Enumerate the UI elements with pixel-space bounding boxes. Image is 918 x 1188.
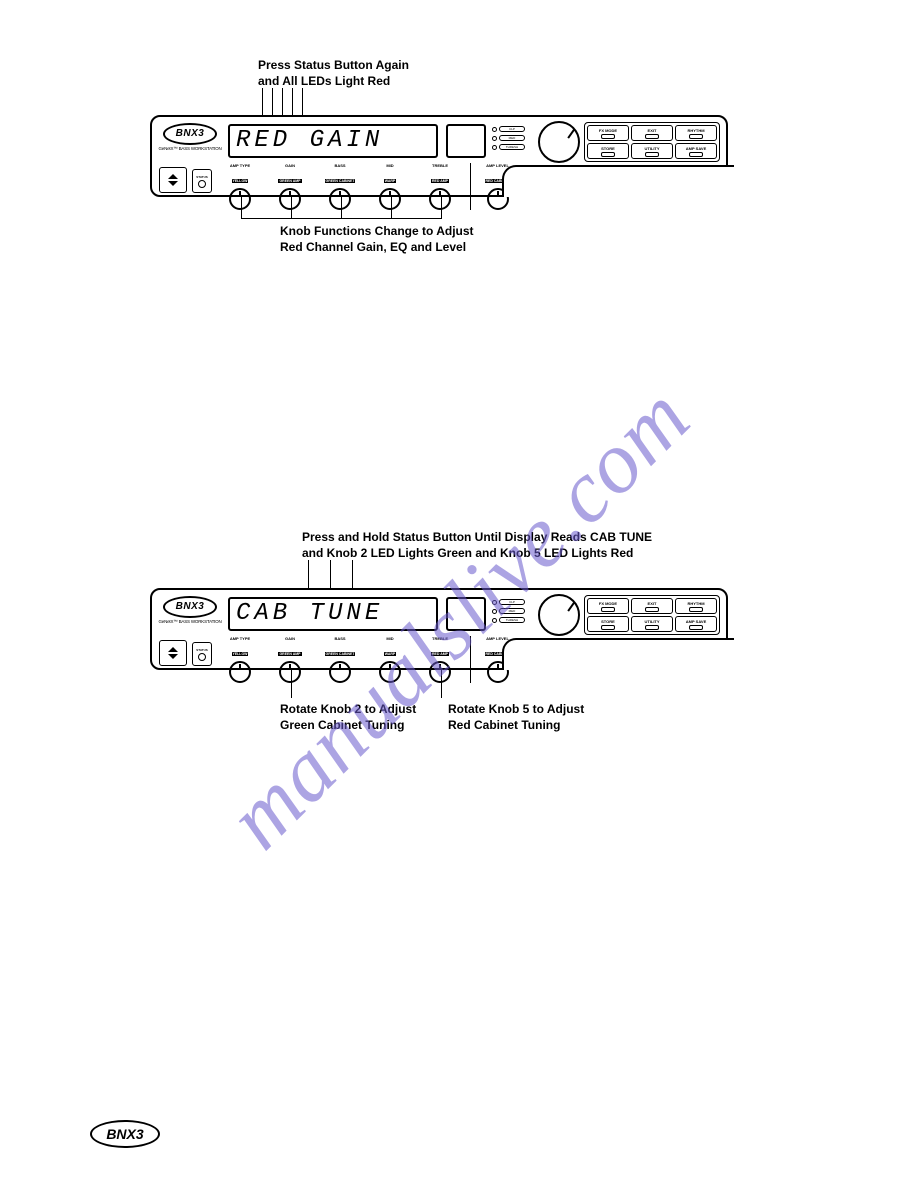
knob-6[interactable]: AMP LEVELRED CABINET <box>470 636 520 683</box>
level-meter: CLP MED THRESH <box>492 126 534 156</box>
knob-row: AMP TYPEYELLOW GAINGREEN AMP BASSGREEN C… <box>218 163 520 210</box>
up-icon <box>168 647 178 652</box>
fig2-top-annotation: Press and Hold Status Button Until Displ… <box>302 530 652 561</box>
logo: BNX3 <box>163 123 217 145</box>
exit-button[interactable]: EXIT <box>631 598 673 614</box>
knob-row: AMP TYPEYELLOW GAINGREEN AMP BASSGREEN C… <box>218 636 520 683</box>
lead <box>291 195 292 218</box>
ampsave-button[interactable]: AMP SAVE <box>675 143 717 159</box>
knob-4[interactable]: MIDWARP <box>368 636 412 683</box>
lead <box>241 218 442 219</box>
store-button[interactable]: STORE <box>587 616 629 632</box>
status-button[interactable]: STATUS <box>192 642 212 666</box>
fig2-bottom-left: Rotate Knob 2 to Adjust Green Cabinet Tu… <box>280 702 416 733</box>
utility-button[interactable]: UTILITY <box>631 143 673 159</box>
lcd-display: RED GAIN <box>228 124 438 158</box>
logo-sub: GeNetX™ BASS WORKSTATION <box>158 619 222 624</box>
lead <box>441 195 442 218</box>
fig1-bottom-annotation: Knob Functions Change to Adjust Red Chan… <box>280 224 474 255</box>
level-meter: CLP MED THRESH <box>492 599 534 629</box>
knob-3[interactable]: BASSGREEN CABINET <box>318 163 362 210</box>
status-label: STATUS <box>196 648 208 652</box>
knob-5[interactable]: TREBLERED AMP <box>418 163 462 210</box>
utility-button[interactable]: UTILITY <box>631 616 673 632</box>
knob-5[interactable]: TREBLERED AMP <box>418 636 462 683</box>
knob-2[interactable]: GAINGREEN AMP <box>268 163 312 210</box>
knob-1[interactable]: AMP TYPEYELLOW <box>218 163 262 210</box>
logo-area: BNX3 GeNetX™ BASS WORKSTATION <box>158 123 222 161</box>
logo-area: BNX3 GeNetX™ BASS WORKSTATION <box>158 596 222 634</box>
lcd-secondary <box>446 124 486 158</box>
lcd-display: CAB TUNE <box>228 597 438 631</box>
data-wheel[interactable] <box>538 594 580 636</box>
knob-1[interactable]: AMP TYPEYELLOW <box>218 636 262 683</box>
fig2-bottom-right: Rotate Knob 5 to Adjust Red Cabinet Tuni… <box>448 702 584 733</box>
store-button[interactable]: STORE <box>587 143 629 159</box>
fx-mode-button[interactable]: FX MODE <box>587 598 629 614</box>
status-led-icon <box>198 180 206 188</box>
button-grid: FX MODE EXIT RHYTHM STORE UTILITY AMP SA… <box>584 595 720 635</box>
device-panel-1: BNX3 GeNetX™ BASS WORKSTATION RED GAIN C… <box>150 115 728 197</box>
ampsave-button[interactable]: AMP SAVE <box>675 616 717 632</box>
rhythm-button[interactable]: RHYTHM <box>675 598 717 614</box>
effect-select[interactable] <box>159 167 187 193</box>
logo-sub: GeNetX™ BASS WORKSTATION <box>158 146 222 151</box>
down-icon <box>168 181 178 186</box>
device-panel-2: BNX3 GeNetX™ BASS WORKSTATION CAB TUNE C… <box>150 588 728 670</box>
lead <box>341 195 342 218</box>
knob-3[interactable]: BASSGREEN CABINET <box>318 636 362 683</box>
rhythm-button[interactable]: RHYTHM <box>675 125 717 141</box>
logo: BNX3 <box>163 596 217 618</box>
lead <box>291 668 292 698</box>
button-grid: FX MODE EXIT RHYTHM STORE UTILITY AMP SA… <box>584 122 720 162</box>
lead <box>391 195 392 218</box>
fx-mode-button[interactable]: FX MODE <box>587 125 629 141</box>
lead <box>241 195 242 218</box>
effect-select[interactable] <box>159 640 187 666</box>
lcd-secondary <box>446 597 486 631</box>
status-button[interactable]: STATUS <box>192 169 212 193</box>
up-icon <box>168 174 178 179</box>
knob-6[interactable]: AMP LEVELRED CABINET <box>470 163 520 210</box>
status-led-icon <box>198 653 206 661</box>
down-icon <box>168 654 178 659</box>
fig1-top-annotation: Press Status Button Again and All LEDs L… <box>258 58 409 89</box>
knob-2[interactable]: GAINGREEN AMP <box>268 636 312 683</box>
exit-button[interactable]: EXIT <box>631 125 673 141</box>
knob-4[interactable]: MIDWARP <box>368 163 412 210</box>
data-wheel[interactable] <box>538 121 580 163</box>
footer-logo: BNX3 <box>90 1120 160 1148</box>
status-label: STATUS <box>196 175 208 179</box>
page: Press Status Button Again and All LEDs L… <box>0 0 918 1188</box>
lead <box>441 668 442 698</box>
